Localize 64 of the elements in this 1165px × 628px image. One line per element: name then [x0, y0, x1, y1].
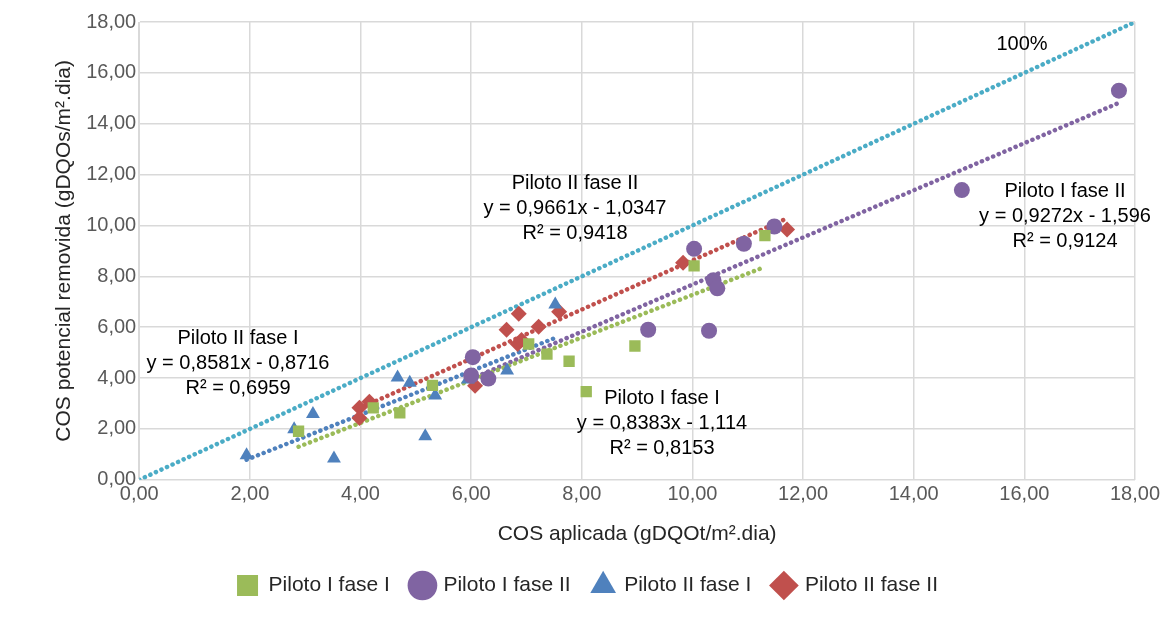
point: [464, 349, 481, 366]
point: [548, 296, 563, 309]
legend-label: Piloto I fase I: [268, 572, 390, 596]
x-axis-title: COS aplicada (gDQOt/m².dia): [497, 521, 777, 545]
point: [510, 305, 527, 322]
point: [1110, 82, 1127, 99]
point: [701, 322, 718, 339]
point: [394, 407, 406, 419]
point: [580, 385, 592, 398]
x-tick-label: 4,00: [341, 482, 380, 505]
point: [426, 379, 439, 392]
point: [563, 355, 575, 367]
point: [292, 425, 305, 437]
point: [327, 450, 341, 463]
x-tick-label: 8,00: [562, 482, 602, 505]
legend-label: Piloto II fase II: [804, 572, 938, 596]
y-tick-label: 2,00: [97, 416, 137, 439]
y-tick-label: 18,00: [86, 9, 137, 32]
point: [523, 338, 535, 350]
x-tick-label: 16,00: [999, 482, 1050, 505]
point: [766, 218, 783, 235]
x-tick-label: 2,00: [230, 482, 270, 505]
point: [735, 235, 752, 252]
point: [402, 374, 417, 387]
point: [759, 229, 771, 242]
x-tick-label: 18,00: [1109, 482, 1161, 505]
point: [351, 410, 368, 426]
point: [367, 402, 379, 414]
point: [480, 370, 497, 387]
point: [500, 362, 515, 375]
annotation: Piloto I fase I y = 0,8383x - 1,114 R² = 0,8153: [576, 385, 748, 458]
annotation: Piloto I fase II y = 0,9272x - 1,596 R² = 0,9124: [979, 178, 1151, 251]
point: [640, 321, 657, 338]
y-axis-title: COS potencial removida (gDQOs/m².dia): [51, 60, 75, 442]
legend-label: Piloto I fase II: [443, 572, 571, 596]
point: [629, 340, 641, 352]
point: [686, 240, 703, 257]
x-tick-label: 6,00: [451, 482, 491, 505]
point: [390, 369, 405, 382]
point: [530, 318, 547, 335]
point: [709, 280, 726, 297]
y-tick-label: 16,00: [86, 60, 137, 83]
point: [779, 221, 796, 238]
y-tick-label: 4,00: [97, 365, 137, 388]
point: [418, 428, 433, 441]
y-tick-label: 14,00: [86, 111, 137, 134]
y-tick-label: 8,00: [97, 263, 137, 286]
legend-label: Piloto II fase I: [624, 572, 752, 596]
x-tick-label: 12,00: [778, 482, 829, 505]
y-tick-label: 12,00: [86, 162, 137, 185]
point: [541, 348, 553, 360]
point: [463, 367, 480, 384]
annotation: Piloto II fase I y = 0,8581x - 0,8716 R² = 0,6959: [146, 325, 330, 398]
point: [306, 405, 320, 418]
y-tick-label: 10,00: [86, 212, 137, 235]
x-tick-label: 14,00: [888, 482, 939, 505]
x-tick-label: 10,00: [667, 482, 718, 505]
point: [688, 260, 700, 272]
y-tick-label: 6,00: [97, 314, 137, 337]
point: [239, 447, 254, 460]
point: [498, 321, 515, 338]
annotation: 100%: [996, 31, 1048, 54]
annotation: Piloto II fase II y = 0,9661x - 1,0347 R² = 0,9418: [483, 170, 667, 243]
point: [953, 182, 970, 199]
